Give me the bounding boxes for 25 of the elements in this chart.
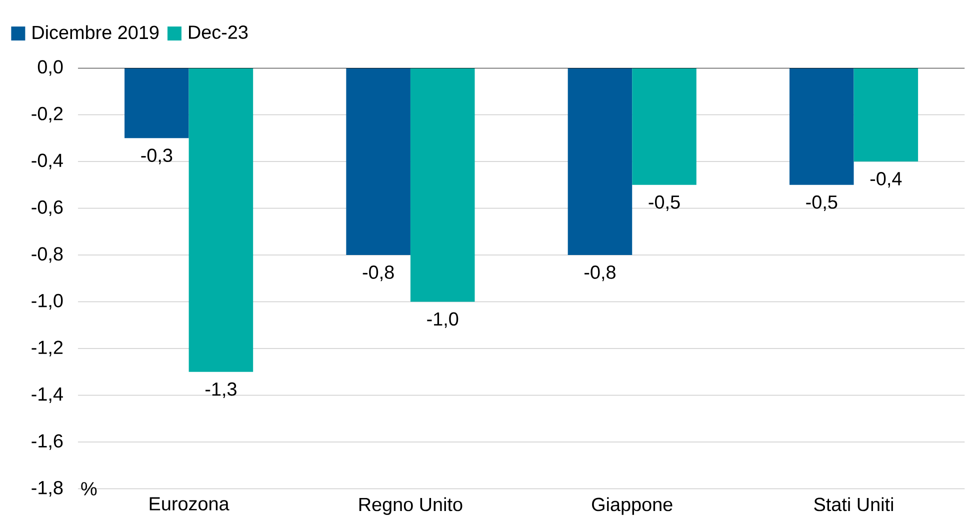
data-label: -0,5 (806, 195, 838, 212)
data-label: -1,0 (427, 312, 458, 328)
y-tick-label: -1,0 (32, 294, 63, 310)
data-label: -1,3 (205, 382, 236, 398)
y-tick-label: -1,2 (32, 340, 63, 356)
data-label: -0,8 (584, 266, 616, 282)
data-label: -0,8 (362, 266, 394, 282)
x-tick-label: Giappone (592, 497, 672, 516)
x-tick-label: Eurozona (150, 497, 230, 511)
legend-label: Dec-23 (189, 26, 248, 39)
legend-label: Dicembre 2019 (32, 25, 159, 40)
data-label: -0,3 (141, 148, 172, 164)
data-label: -0,5 (648, 195, 680, 212)
x-tick-label: Regno Unito (359, 497, 462, 516)
x-tick-label: Stati Uniti (814, 497, 893, 512)
y-tick-label: -0,2 (32, 107, 63, 123)
y-tick-label: -0,6 (32, 200, 63, 216)
y-tick-label: -1,4 (32, 388, 63, 404)
annotation: % (81, 482, 97, 496)
y-tick-label: -1,8 (32, 481, 63, 497)
y-tick-label: -0,4 (32, 154, 63, 170)
y-tick-label: -1,6 (32, 434, 63, 450)
y-tick-label: -0,8 (32, 247, 63, 263)
data-label: -0,4 (870, 172, 902, 188)
y-tick-label: 0,0 (38, 60, 63, 76)
